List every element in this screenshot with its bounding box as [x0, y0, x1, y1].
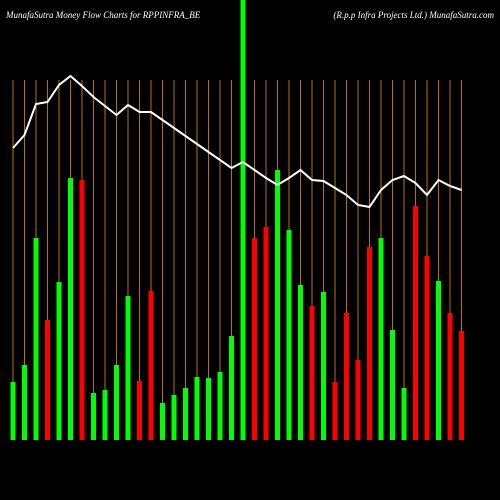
bar	[206, 378, 211, 440]
bar	[321, 292, 326, 440]
bar	[275, 170, 280, 440]
bar	[401, 388, 407, 440]
bar	[10, 382, 16, 440]
bar	[367, 247, 372, 440]
chart-subtitle: (R.p.p Infra Projects Ltd.) MunafaSutra.…	[333, 10, 494, 20]
bar	[33, 238, 39, 440]
bar	[183, 388, 188, 440]
bar	[137, 381, 142, 440]
bar	[102, 390, 108, 440]
bar	[378, 238, 384, 440]
bar	[413, 206, 418, 440]
bar	[45, 320, 50, 440]
bar	[160, 403, 165, 440]
bar	[171, 395, 177, 440]
bar	[447, 313, 453, 440]
bar	[390, 330, 395, 440]
bar	[252, 238, 257, 440]
bar	[298, 285, 303, 440]
bar	[56, 282, 62, 440]
bar	[148, 291, 154, 440]
money-flow-line	[12, 74, 462, 209]
bar	[240, 0, 246, 440]
bar	[459, 331, 464, 440]
bar	[22, 365, 27, 440]
bar	[436, 281, 441, 440]
bar	[217, 372, 223, 440]
bar	[114, 365, 119, 440]
bar	[125, 296, 131, 440]
bar	[229, 336, 234, 440]
bar	[263, 227, 269, 440]
bar	[286, 230, 292, 440]
bar	[355, 360, 361, 440]
bar	[309, 306, 315, 440]
bar	[344, 313, 349, 440]
bar	[91, 393, 96, 440]
chart-title: MunafaSutra Money Flow Charts for RPPINF…	[5, 10, 201, 20]
bar	[424, 256, 430, 440]
bar	[332, 382, 338, 440]
bar	[68, 178, 73, 440]
bar	[194, 377, 200, 440]
bar	[79, 180, 85, 440]
